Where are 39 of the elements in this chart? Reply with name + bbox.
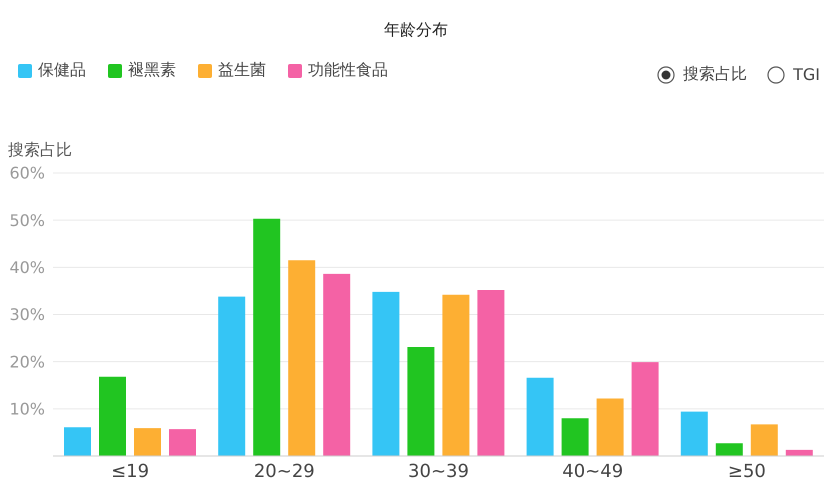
bar xyxy=(680,412,708,456)
bar xyxy=(596,398,624,456)
bar xyxy=(169,429,196,456)
bar xyxy=(442,294,470,456)
y-axis-title: 搜索占比 xyxy=(8,140,72,161)
bar xyxy=(750,424,778,456)
bar xyxy=(218,296,246,456)
x-tick-label: ≥50 xyxy=(728,460,766,482)
y-tick-label: 60% xyxy=(9,164,45,183)
bar xyxy=(288,260,316,456)
chart-title: 年龄分布 xyxy=(383,20,449,41)
bar xyxy=(134,428,161,456)
bar xyxy=(64,427,91,456)
bar xyxy=(632,362,659,456)
legend-label: 褪黑素 xyxy=(128,60,176,81)
y-tick-label: 20% xyxy=(9,352,45,372)
y-tick-label: 50% xyxy=(9,210,45,230)
x-tick-label: ≤19 xyxy=(111,460,150,482)
legend-label: 功能性食品 xyxy=(308,60,388,81)
y-tick-label: 40% xyxy=(9,258,45,278)
bar xyxy=(526,378,554,456)
bar xyxy=(407,347,434,456)
y-tick-label: 30% xyxy=(9,305,45,324)
y-tick-label: 10% xyxy=(9,400,45,419)
text: TGI xyxy=(793,65,820,84)
bar xyxy=(253,218,280,456)
bar xyxy=(562,418,589,456)
bar xyxy=(786,450,813,456)
x-tick-label: 30~39 xyxy=(408,460,469,482)
bar xyxy=(716,443,743,456)
bar xyxy=(372,292,400,456)
x-tick-label: 20~29 xyxy=(254,460,315,482)
bar xyxy=(99,376,126,456)
text: 搜索占比 xyxy=(683,64,748,85)
bar xyxy=(323,274,350,456)
legend-label: 益生菌 xyxy=(218,60,266,81)
legend-label: 保健品 xyxy=(38,60,86,81)
x-tick-label: 40~49 xyxy=(562,460,624,482)
bar xyxy=(477,290,504,456)
